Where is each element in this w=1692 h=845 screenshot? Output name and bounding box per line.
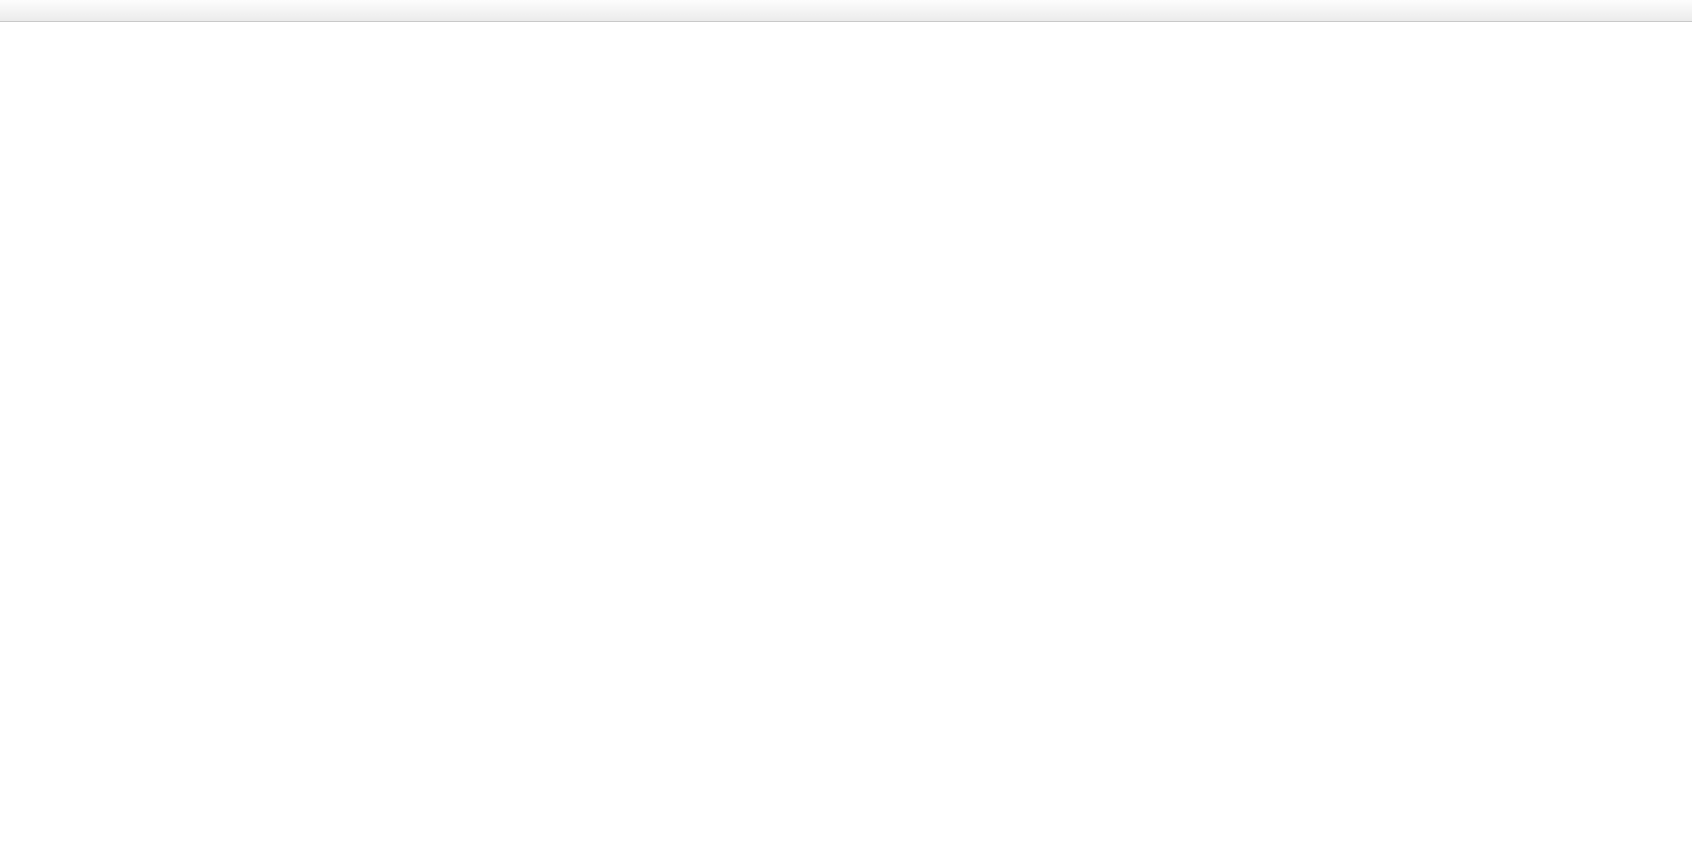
main-toolbar (0, 0, 1692, 22)
